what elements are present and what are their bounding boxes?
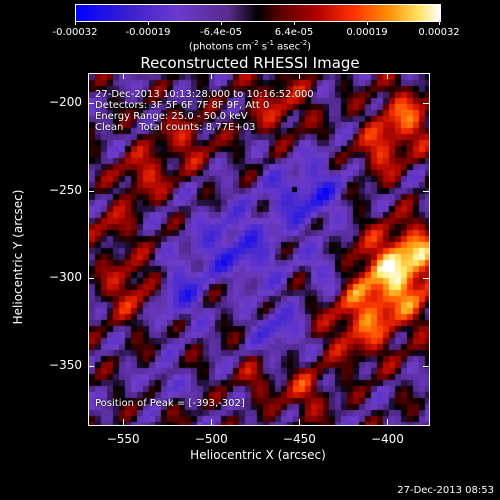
colorbar-tick-label: -6.4e-05	[200, 27, 242, 38]
y-tick-mark	[88, 278, 94, 280]
colorbar-tick-label: -0.00032	[52, 27, 98, 38]
x-tick-mark	[211, 419, 213, 425]
annotation-time-range: 27-Dec-2013 10:13:28.000 to 10:16:52.000	[95, 89, 314, 100]
x-tick-label: −550	[106, 432, 140, 446]
plot-area: 27-Dec-2013 10:13:28.000 to 10:16:52.000…	[88, 73, 430, 426]
y-tick-mark	[423, 102, 429, 104]
units-part: (photons cm	[188, 41, 252, 53]
colorbar-tick	[367, 21, 368, 25]
annotation-energy: Energy Range: 25.0 - 50.0 keV	[95, 111, 248, 122]
y-tick-label: −300	[49, 270, 82, 285]
units-part: s	[258, 41, 268, 53]
y-tick-label: −350	[49, 358, 82, 373]
y-tick-label: −200	[49, 94, 82, 109]
x-tick-mark	[387, 419, 389, 425]
annotation-detectors: Detectors: 3F 5F 6F 7F 8F 9F, Att 0	[95, 100, 270, 111]
x-tick-mark	[299, 73, 301, 79]
colorbar-tick	[221, 21, 222, 25]
colorbar	[75, 4, 441, 22]
colorbar-tick-label: -0.00019	[125, 27, 171, 38]
y-tick-label: −250	[49, 182, 82, 197]
y-tick-mark	[423, 278, 429, 280]
colorbar-tick	[148, 21, 149, 25]
x-tick-label: −400	[370, 432, 404, 446]
y-tick-mark	[88, 366, 94, 368]
colorbar-tick-label: 0.00019	[346, 27, 388, 38]
x-tick-mark	[123, 419, 125, 425]
colorbar-tick-label: 0.00032	[418, 27, 460, 38]
annotation-clean: Clean Total counts: 8.77E+03	[95, 122, 256, 133]
x-tick-mark	[123, 73, 125, 79]
y-tick-mark	[88, 190, 94, 192]
units-exponent: -2	[300, 39, 308, 47]
x-tick-label: −450	[282, 432, 316, 446]
y-axis-title: Heliocentric Y (arcsec)	[11, 189, 25, 325]
chart-title: Reconstructed RHESSI Image	[140, 54, 360, 72]
x-tick-mark	[211, 73, 213, 79]
timestamp: 27-Dec-2013 08:53	[397, 485, 494, 496]
units-exponent: -1	[267, 39, 274, 47]
y-tick-mark	[423, 366, 429, 368]
colorbar-tick	[75, 21, 76, 25]
colorbar-tick	[294, 21, 295, 25]
x-tick-mark	[299, 419, 301, 425]
x-tick-mark	[387, 73, 389, 79]
units-exponent: -2	[251, 39, 259, 47]
heatmap-image	[89, 74, 429, 425]
colorbar-tick	[439, 21, 440, 25]
colorbar-units: (photons cm-2 s-1 asec-2)	[0, 39, 500, 52]
units-part: asec	[274, 41, 301, 53]
units-part: )	[307, 41, 312, 53]
x-axis-title: Heliocentric X (arcsec)	[190, 448, 326, 462]
y-tick-mark	[423, 190, 429, 192]
x-tick-label: −500	[194, 432, 228, 446]
colorbar-tick-label: 6.4e-05	[274, 27, 314, 38]
annotation-peak: Position of Peak = [-393,-302]	[95, 398, 245, 409]
y-tick-mark	[88, 102, 94, 104]
